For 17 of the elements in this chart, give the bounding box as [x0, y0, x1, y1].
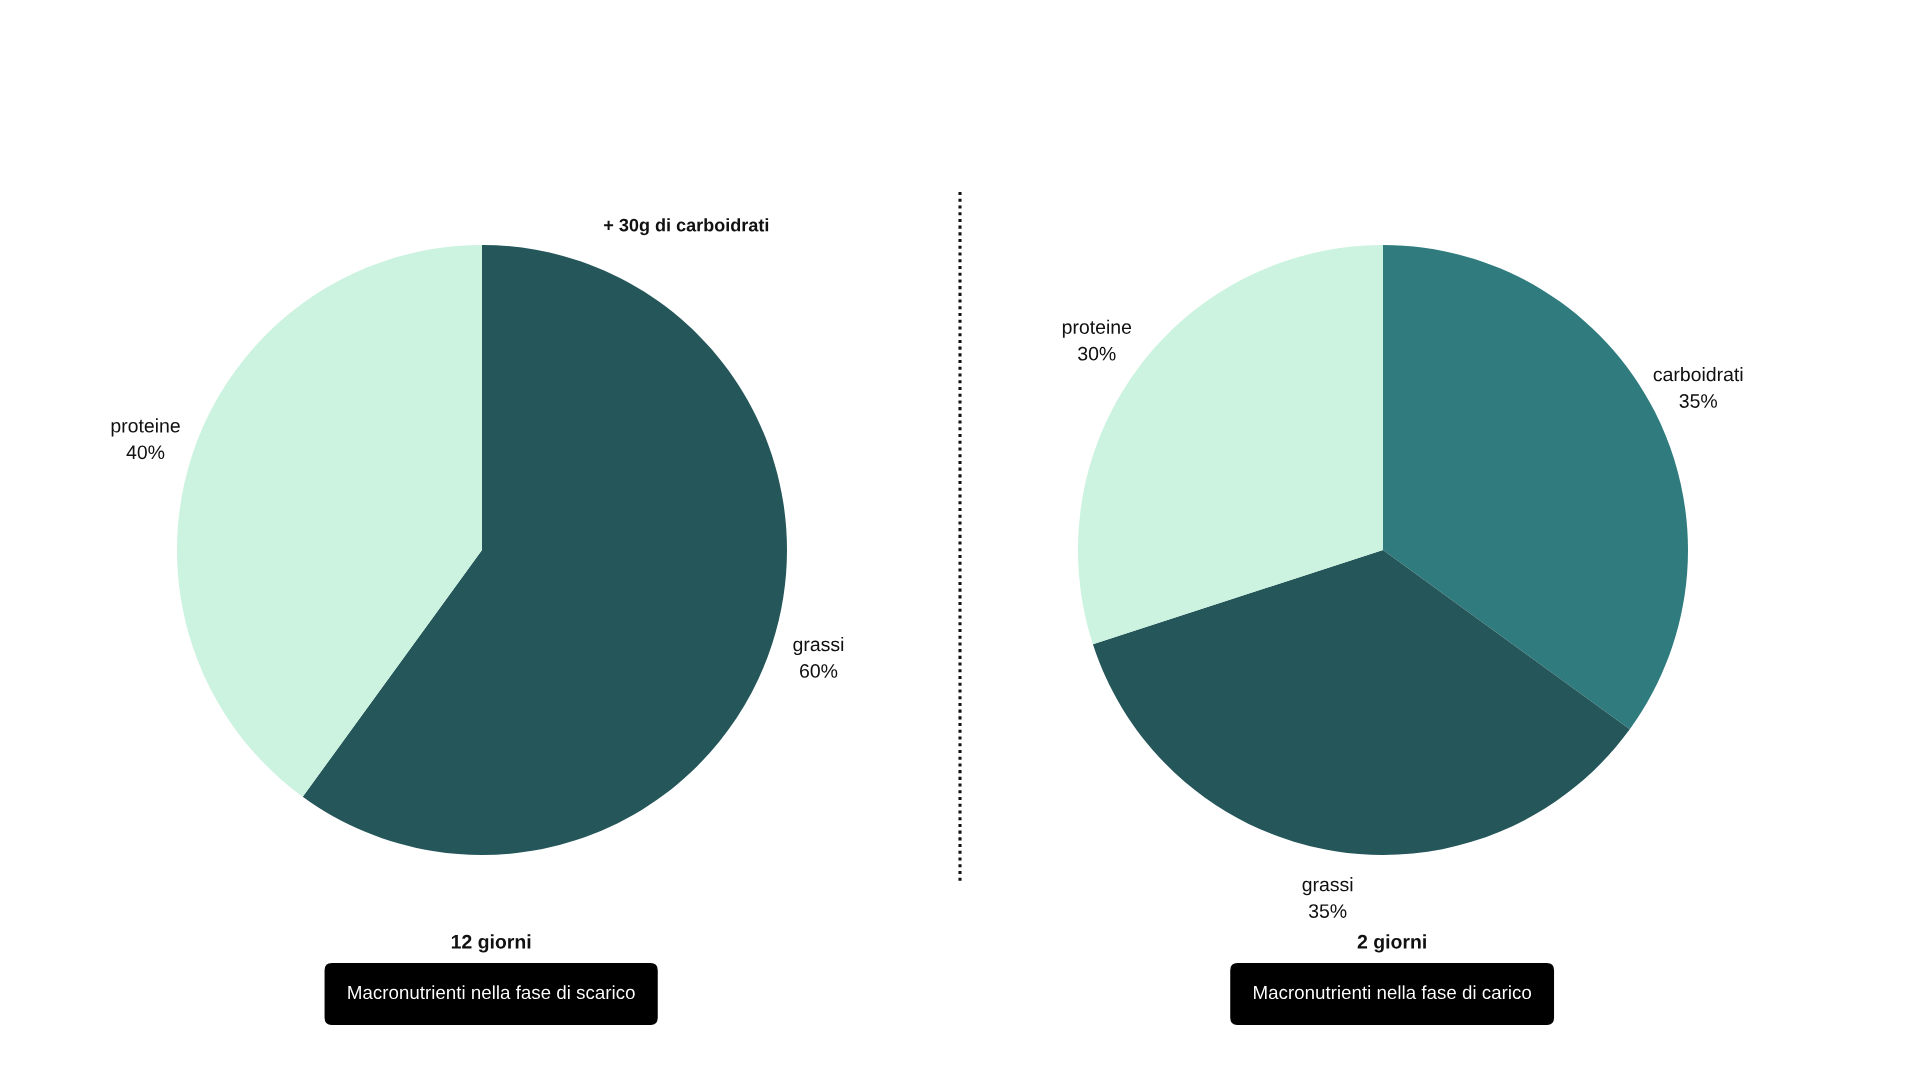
slice-label: grassi — [793, 636, 844, 656]
pie-slice — [302, 245, 787, 855]
text: Macronutrienti nella fase di carico — [1254, 985, 1532, 1000]
text: 2 giorni — [1357, 934, 1426, 953]
data-label: 30% — [1078, 346, 1116, 361]
data-label: 35% — [1679, 394, 1718, 408]
pie-slice — [1092, 550, 1630, 855]
data-label: 35% — [1308, 904, 1347, 918]
slice-label: grassi — [1302, 877, 1353, 896]
data-label: 60% — [800, 664, 838, 678]
slice-label: proteine — [111, 418, 180, 437]
slice-label: carboidrati — [1653, 367, 1743, 382]
slice-label: proteine — [1062, 319, 1132, 338]
text: Macronutrienti nella fase di scarico — [348, 985, 635, 1000]
text: + 30g di carboidrati — [604, 218, 769, 236]
text: 12 giorni — [451, 934, 531, 953]
data-label: 40% — [126, 445, 165, 460]
